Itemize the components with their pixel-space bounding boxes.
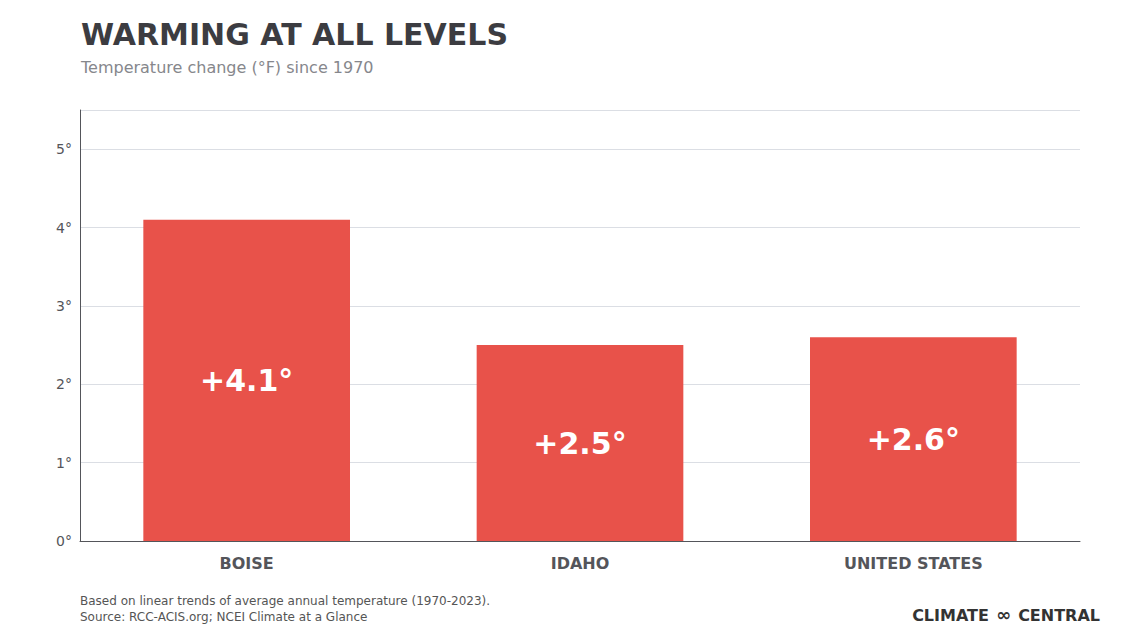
svg-text:2°: 2° [56,376,72,392]
svg-text:Source: RCC-ACIS.org; NCEI Cli: Source: RCC-ACIS.org; NCEI Climate at a … [80,610,367,624]
svg-text:4°: 4° [56,220,72,236]
svg-text:UNITED STATES: UNITED STATES [844,554,983,573]
svg-text:1°: 1° [56,455,72,471]
svg-text:∞: ∞ [996,604,1011,625]
svg-text:CLIMATE: CLIMATE [912,606,989,625]
svg-text:CENTRAL: CENTRAL [1018,606,1100,625]
svg-text:5°: 5° [56,141,72,157]
svg-text:Temperature change (°F) since: Temperature change (°F) since 1970 [80,58,374,77]
svg-text:IDAHO: IDAHO [551,554,610,573]
svg-text:+4.1°: +4.1° [200,363,293,398]
svg-text:Based on linear trends of aver: Based on linear trends of average annual… [80,594,490,608]
svg-text:+2.5°: +2.5° [533,426,626,461]
svg-text:3°: 3° [56,298,72,314]
svg-text:0°: 0° [56,533,72,549]
svg-text:WARMING AT ALL LEVELS: WARMING AT ALL LEVELS [81,17,508,52]
svg-text:+2.6°: +2.6° [867,422,960,457]
svg-text:BOISE: BOISE [220,554,274,573]
